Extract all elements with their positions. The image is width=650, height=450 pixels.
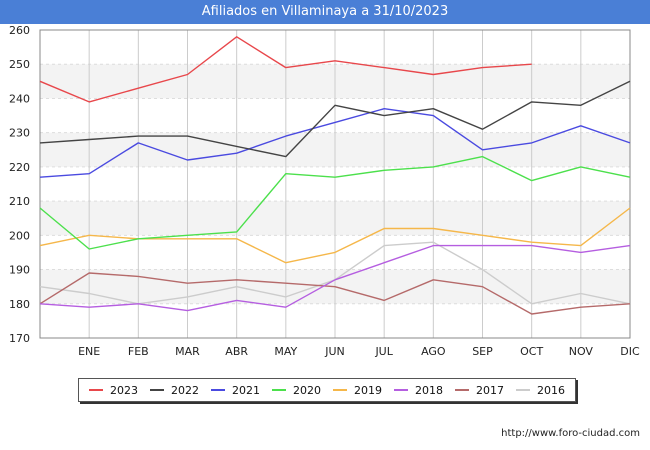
x-tick-label: ENE [78, 345, 100, 358]
x-tick-label: JUN [324, 345, 345, 358]
series-line-2020 [39, 155, 631, 250]
chart-title: Afiliados en Villaminaya a 31/10/2023 [0, 0, 650, 24]
x-tick-label: DIC [620, 345, 640, 358]
legend-label: 2021 [232, 383, 260, 397]
y-tick-label: 240 [9, 92, 30, 105]
legend-swatch [150, 389, 164, 391]
legend-label: 2016 [537, 383, 565, 397]
legend-label: 2022 [171, 383, 199, 397]
y-tick-label: 180 [9, 298, 30, 311]
x-tick-label: MAY [274, 345, 297, 358]
legend-item-2018: 2018 [394, 384, 443, 397]
x-tick-label: FEB [128, 345, 149, 358]
series-line-2021 [39, 108, 631, 178]
legend-label: 2023 [110, 383, 138, 397]
y-tick-label: 230 [9, 127, 30, 140]
legend-label: 2017 [476, 383, 504, 397]
legend-label: 2020 [293, 383, 321, 397]
series-line-2022 [39, 80, 631, 158]
legend-item-2022: 2022 [150, 384, 199, 397]
legend-swatch [516, 389, 530, 391]
legend-swatch [272, 389, 286, 391]
source-url: http://www.foro-ciudad.com [501, 428, 640, 439]
legend-item-2021: 2021 [211, 384, 260, 397]
legend-swatch [211, 389, 225, 391]
y-tick-label: 250 [9, 58, 30, 71]
legend-swatch [333, 389, 347, 391]
y-tick-label: 220 [9, 161, 30, 174]
y-tick-label: 170 [9, 332, 30, 345]
legend-item-2023: 2023 [89, 384, 138, 397]
y-tick-label: 210 [9, 195, 30, 208]
series-line-2018 [39, 244, 631, 312]
series-line-2023 [39, 36, 532, 103]
x-tick-label: ABR [225, 345, 248, 358]
legend-item-2020: 2020 [272, 384, 321, 397]
legend-item-2016: 2016 [516, 384, 565, 397]
x-tick-label: NOV [569, 345, 594, 358]
chart-legend: 2023 2022 2021 2020 2019 2018 2017 2016 [78, 378, 576, 402]
y-tick-label: 190 [9, 264, 30, 277]
plot-border [39, 29, 631, 339]
legend-label: 2019 [354, 383, 382, 397]
x-tick-label: JUL [374, 345, 393, 358]
x-tick-label: AGO [421, 345, 446, 358]
legend-swatch [394, 389, 408, 391]
x-tick-label: SEP [472, 345, 493, 358]
x-tick-label: MAR [175, 345, 200, 358]
y-tick-label: 260 [9, 24, 30, 37]
legend-swatch [455, 389, 469, 391]
series-line-2017 [39, 272, 631, 315]
legend-item-2019: 2019 [333, 384, 382, 397]
y-tick-label: 200 [9, 229, 30, 242]
legend-label: 2018 [415, 383, 443, 397]
legend-swatch [89, 389, 103, 391]
legend-item-2017: 2017 [455, 384, 504, 397]
x-tick-label: OCT [520, 345, 543, 358]
